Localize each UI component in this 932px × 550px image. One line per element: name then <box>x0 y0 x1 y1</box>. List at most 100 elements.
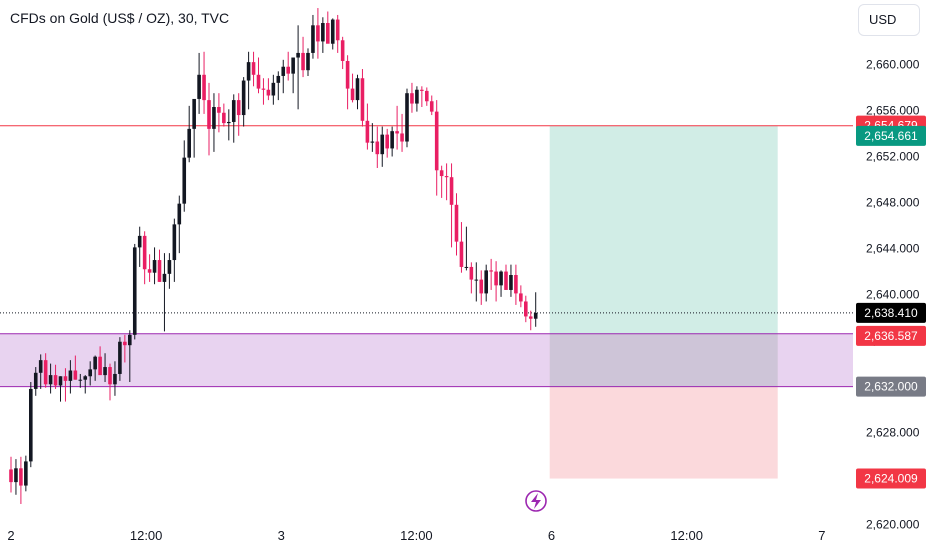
badge-label: 2,636.587 <box>864 329 918 343</box>
candle-body <box>177 203 182 225</box>
candle-body <box>345 60 350 89</box>
candle <box>241 77 246 127</box>
candle-body <box>439 170 444 177</box>
candle-body <box>335 19 340 41</box>
candle-body <box>58 376 63 386</box>
zone-top-badge: 2,636.587 <box>856 325 926 346</box>
candle <box>147 254 152 282</box>
candle-body <box>405 93 409 142</box>
candle-body <box>246 62 251 81</box>
badge-label: 2,638.410 <box>864 306 918 320</box>
candle-body <box>256 74 261 89</box>
candle <box>266 78 271 101</box>
badge-bg <box>856 376 926 397</box>
candle-body <box>454 204 459 242</box>
candle <box>330 18 335 50</box>
candle-body <box>14 468 18 483</box>
candle-body <box>152 260 157 273</box>
candle-body <box>78 379 83 381</box>
candle-body <box>88 369 92 377</box>
price-tick-label: 2,640.000 <box>866 288 920 302</box>
candle-body <box>53 375 58 386</box>
candle-body <box>420 89 424 91</box>
candle <box>533 292 538 327</box>
candle <box>152 247 157 285</box>
candle-body <box>350 88 355 101</box>
candle <box>464 226 469 271</box>
candle <box>142 231 147 285</box>
candle <box>350 73 355 103</box>
candle-body <box>509 275 513 290</box>
zone-position-overlap <box>549 333 778 387</box>
candle <box>439 165 444 198</box>
candle-body <box>271 82 276 96</box>
candle <box>296 25 300 110</box>
candle <box>222 103 226 127</box>
price-tick-label: 2,620.000 <box>866 518 920 532</box>
candle <box>444 163 449 201</box>
candle-body <box>469 266 474 280</box>
candle <box>365 103 370 150</box>
candle-body <box>24 461 28 486</box>
candle-body <box>479 279 484 294</box>
candle <box>53 364 58 389</box>
zone-bottom-badge: 2,632.000 <box>856 376 926 397</box>
candle <box>519 285 523 308</box>
candle-body <box>68 370 73 381</box>
candle-body <box>330 19 335 44</box>
candle <box>301 36 305 78</box>
candle <box>321 17 325 53</box>
candle <box>118 337 122 381</box>
candle-body <box>533 312 538 319</box>
candle <box>504 264 508 290</box>
candle <box>197 52 201 114</box>
candle-body <box>326 23 330 44</box>
candle-body <box>296 52 300 58</box>
stop-badge: 2,624.009 <box>856 468 926 489</box>
candle-body <box>108 367 112 385</box>
candle-body <box>504 271 508 290</box>
currency-button[interactable]: USD <box>858 4 920 36</box>
candle-body <box>415 89 419 104</box>
candles-layer <box>9 8 538 504</box>
candle-body <box>142 235 147 270</box>
candle <box>73 355 78 380</box>
candle <box>88 361 92 386</box>
candle-body <box>157 260 162 282</box>
badge-bg <box>856 302 926 323</box>
candle-body <box>434 111 439 171</box>
candle <box>474 262 479 302</box>
candle <box>113 361 117 396</box>
candle <box>489 258 493 290</box>
time-axis[interactable]: 2 12:00 3 12:00 6 12:00 7 <box>7 528 825 543</box>
replay-marker[interactable] <box>525 490 547 512</box>
position-profit-area <box>549 125 778 334</box>
candle-body <box>360 78 365 121</box>
candle-body <box>370 141 375 143</box>
candle <box>276 71 281 101</box>
candle <box>128 330 132 383</box>
candle <box>68 360 73 394</box>
candle <box>400 113 404 152</box>
time-tick-label: 12:00 <box>670 528 703 543</box>
time-tick-label: 12:00 <box>130 528 163 543</box>
candle <box>167 253 172 289</box>
candle <box>29 382 33 468</box>
levels-layer <box>0 125 853 388</box>
candle-body <box>499 271 503 286</box>
candle-body <box>19 468 23 486</box>
candle-body <box>48 375 53 385</box>
candle <box>38 354 43 389</box>
candle <box>108 363 112 401</box>
badge-label: 2,632.000 <box>864 380 918 394</box>
candle <box>528 310 533 331</box>
candle <box>405 88 409 148</box>
candle-body <box>444 176 449 178</box>
candle-body <box>182 157 187 204</box>
candle <box>360 69 365 127</box>
candle-body <box>172 224 177 261</box>
candle <box>524 295 528 323</box>
candle <box>434 100 439 196</box>
